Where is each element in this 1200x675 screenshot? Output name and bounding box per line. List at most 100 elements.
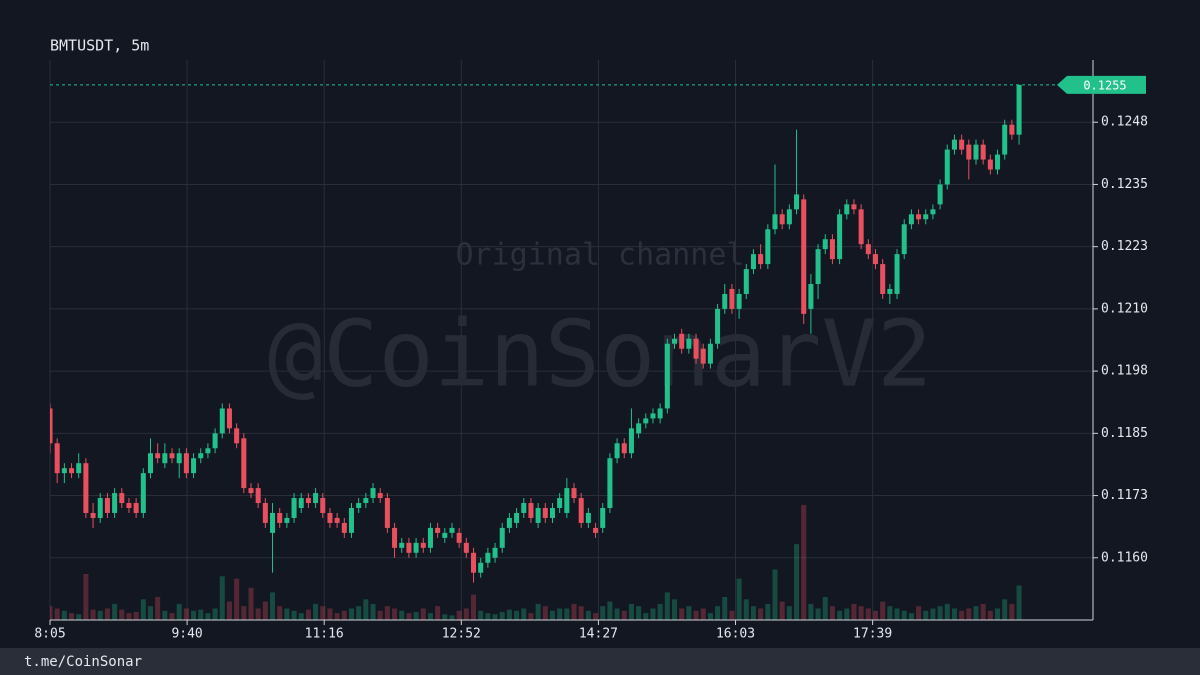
volume-bar	[305, 609, 311, 620]
candle-body	[183, 453, 189, 474]
volume-bar	[593, 613, 599, 620]
candle-body	[420, 542, 426, 548]
volume-bar	[427, 613, 433, 620]
volume-bar	[1009, 603, 1015, 620]
candle-body	[363, 498, 369, 504]
candle-body	[97, 498, 103, 518]
volume-bar	[377, 610, 383, 620]
volume-bar	[657, 603, 663, 620]
y-tick-label: 0.1173	[1101, 488, 1148, 503]
candle-body	[499, 527, 505, 548]
volume-bar	[126, 613, 132, 620]
candle-body	[808, 284, 814, 309]
candle-body	[643, 418, 649, 424]
candle-body	[241, 438, 247, 489]
candle-body	[198, 453, 204, 459]
candle-body	[50, 408, 53, 444]
candle-body	[686, 338, 692, 349]
candle-body	[593, 527, 599, 533]
volume-bar	[980, 603, 986, 620]
candle-body	[758, 254, 764, 265]
candle-body	[851, 204, 857, 210]
chart-title: BMTUSDT, 5m	[50, 37, 149, 55]
volume-bar	[916, 606, 922, 620]
candle-body	[528, 503, 534, 518]
volume-bar	[779, 601, 785, 620]
candle-body	[865, 244, 871, 255]
volume-bar	[420, 608, 426, 620]
candle-body	[140, 473, 146, 513]
candle-body	[356, 503, 362, 508]
candle-body	[126, 503, 132, 508]
candle-body	[621, 443, 627, 454]
volume-bar	[894, 608, 900, 620]
volume-bar	[729, 610, 735, 620]
candle-body	[815, 249, 821, 284]
candle-body	[549, 508, 555, 518]
candle-body	[485, 552, 491, 563]
candle-body	[176, 453, 182, 464]
candle-body	[750, 254, 756, 270]
volume-bar	[585, 610, 591, 620]
volume-bar	[664, 592, 670, 620]
volume-bar	[54, 608, 60, 620]
candle-body	[743, 269, 749, 294]
candle-body	[234, 428, 240, 444]
volume-bar	[808, 603, 814, 620]
candle-body	[61, 468, 67, 474]
volume-bar	[758, 608, 764, 620]
volume-bar	[1002, 599, 1008, 620]
candle-body	[995, 154, 1001, 170]
volume-bar	[327, 608, 333, 620]
candle-body	[628, 428, 634, 454]
candle-body	[54, 443, 60, 474]
volume-bar	[557, 608, 563, 620]
volume-bar	[815, 608, 821, 620]
volume-bar	[722, 597, 728, 620]
volume-bar	[313, 603, 319, 620]
volume-bar	[69, 613, 75, 620]
volume-bar	[262, 601, 268, 620]
axes: 0.1160 0.1173 0.1185 0.1198 0.1210 0.1223 0.12…	[34, 115, 1148, 642]
candle-body	[607, 458, 613, 508]
candle-body	[657, 408, 663, 419]
volume-bar	[686, 606, 692, 620]
candle-body	[679, 333, 685, 349]
candle-body	[298, 498, 304, 508]
candle-body	[435, 527, 441, 533]
candle-body	[456, 532, 462, 543]
footer-bar	[0, 648, 1200, 675]
volume-bar	[528, 613, 534, 620]
volume-bar	[521, 608, 527, 620]
volume-bar	[147, 606, 154, 620]
x-tick-label: 11:16	[305, 627, 344, 642]
candle-body	[966, 144, 972, 160]
candle-body	[478, 562, 484, 573]
volume-bar	[679, 608, 685, 620]
volume-bar	[829, 606, 835, 620]
volume-bar	[384, 606, 390, 620]
candle-body	[392, 527, 398, 548]
volume-bar	[241, 606, 247, 620]
candle-body	[270, 512, 276, 533]
volume-bar	[715, 606, 721, 620]
volume-bar	[1016, 585, 1022, 620]
volume-bar	[183, 608, 189, 620]
candle-body	[506, 517, 512, 528]
last-price-label: 0.1255	[1083, 78, 1126, 92]
volume-bar	[643, 613, 649, 620]
candle-body	[327, 512, 333, 523]
volume-bar	[341, 610, 347, 620]
volume-bar	[535, 603, 541, 620]
candle-body	[514, 512, 520, 523]
candle-body	[399, 542, 405, 548]
volume-bar	[765, 603, 771, 620]
candle-body	[427, 527, 433, 548]
candle-body	[585, 512, 591, 523]
volume-bar	[104, 608, 110, 620]
volume-bar	[973, 606, 979, 620]
candle-body	[334, 517, 340, 523]
volume-bar	[636, 606, 642, 620]
x-tick-label: 16:03	[716, 627, 755, 642]
candle-body	[858, 209, 864, 245]
